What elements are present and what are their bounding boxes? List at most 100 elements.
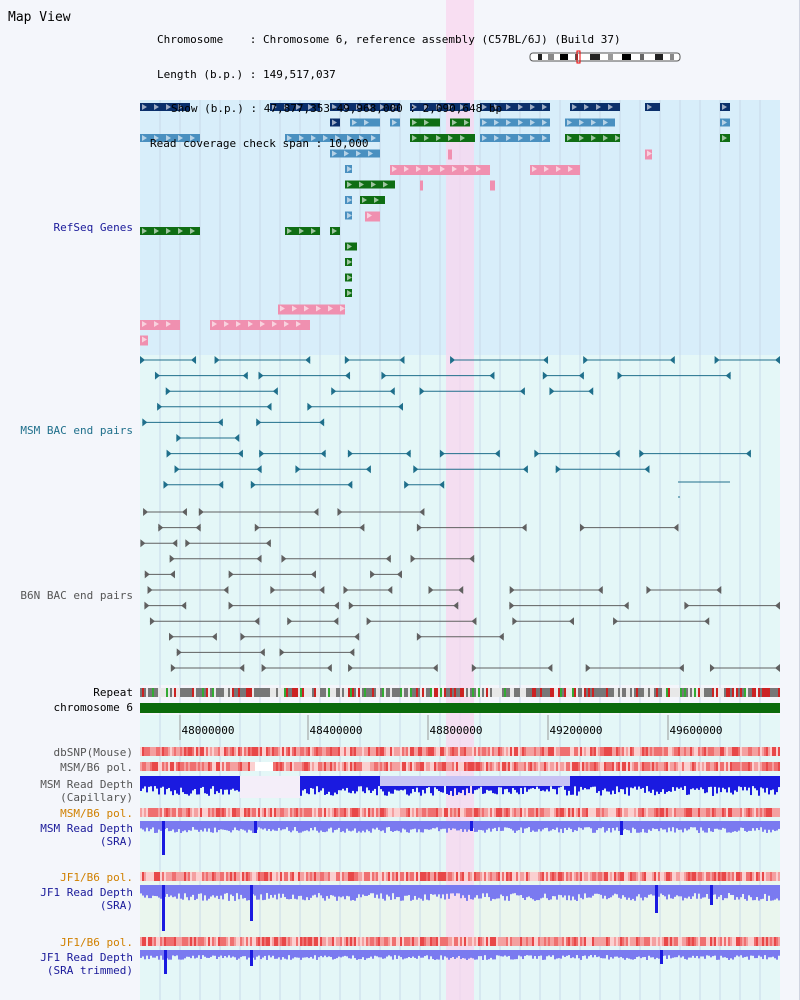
- msm-bac-pair-end: [397, 402, 403, 411]
- jf1-trimmed-depth: [608, 950, 610, 960]
- repeat-element: [148, 688, 150, 697]
- msm-b6-pol-strip: [194, 762, 196, 771]
- msm-capillary-depth: [730, 776, 732, 793]
- jf1-b6-pol-strip-2: [360, 937, 362, 946]
- repeat-element: [676, 688, 678, 697]
- msm-b6-pol-strip-2: [452, 808, 454, 817]
- jf1-b6-pol-strip: [456, 872, 458, 881]
- msm-sra-depth: [456, 821, 458, 831]
- msm-b6-pol-strip-2: [554, 808, 556, 817]
- jf1-trimmed-depth: [486, 950, 488, 960]
- gene-strand-arrow: [347, 181, 352, 188]
- gene-strand-arrow: [460, 135, 465, 141]
- repeat-element: [444, 688, 446, 697]
- repeat-element: [178, 688, 180, 697]
- gene-strand-arrow: [530, 135, 535, 141]
- msm-b6-pol-strip-2: [542, 808, 544, 817]
- msm-capillary-depth: [724, 776, 726, 790]
- jf1-b6-pol-strip-2: [756, 937, 758, 946]
- msm-bac-pair-end: [259, 449, 265, 458]
- jf1-trimmed-depth: [772, 950, 774, 957]
- gene-strand-arrow: [311, 228, 316, 234]
- jf1-sra-depth: [280, 885, 282, 898]
- msm-sra-depth: [342, 821, 344, 832]
- jf1-sra-depth: [302, 885, 304, 900]
- jf1-b6-pol-strip: [432, 872, 434, 881]
- msm-capillary-depth: [646, 776, 648, 787]
- dbsnp-strip: [510, 747, 512, 756]
- repeat-element: [258, 688, 260, 697]
- jf1-sra-depth: [466, 885, 468, 901]
- msm-bac-pair-end: [344, 356, 350, 364]
- msm-b6-pol-strip-2: [530, 808, 532, 817]
- jf1-sra-depth: [504, 885, 506, 901]
- msm-capillary-depth: [376, 776, 378, 796]
- jf1-trimmed-depth: [704, 950, 706, 959]
- jf1-b6-pol-strip-2: [518, 937, 520, 946]
- jf1-b6-pol-strip-2: [740, 937, 742, 946]
- repeat-element: [560, 688, 562, 697]
- dbsnp-strip: [522, 747, 524, 756]
- gene-strand-arrow: [494, 119, 499, 126]
- msm-sra-depth: [370, 821, 372, 833]
- jf1-trimmed-depth: [412, 950, 414, 957]
- msm-capillary-depth: [336, 776, 338, 795]
- repeat-element: [382, 688, 384, 697]
- jf1-sra-depth: [422, 885, 424, 901]
- msm-bac-pair-end: [639, 449, 645, 458]
- dbsnp-strip: [776, 747, 778, 756]
- jf1-sra-depth: [568, 885, 570, 896]
- msm-b6-pol-strip-2: [284, 808, 286, 817]
- dbsnp-strip: [382, 747, 384, 756]
- msm-capillary-depth: [202, 776, 204, 787]
- jf1-trimmed-depth: [230, 950, 232, 958]
- msm-sra-depth: [180, 821, 182, 833]
- jf1-sra-depth: [424, 885, 426, 895]
- jf1-sra-depth: [622, 885, 624, 896]
- msm-b6-pol-strip-2: [272, 808, 274, 817]
- dbsnp-strip: [634, 747, 636, 756]
- msm-b6-pol-strip-2: [556, 808, 558, 817]
- dbsnp-strip: [532, 747, 534, 756]
- msm-b6-pol-strip-2: [202, 808, 204, 817]
- msm-sra-depth: [538, 821, 540, 830]
- msm-b6-pol-strip: [236, 762, 238, 771]
- refseq-gene: [480, 134, 550, 142]
- dbsnp-strip: [726, 747, 728, 756]
- repeat-element: [176, 688, 178, 697]
- jf1-b6-pol-strip-2: [638, 937, 640, 946]
- jf1-b6-pol-strip: [488, 872, 490, 881]
- jf1-b6-pol-strip-2: [472, 937, 474, 946]
- msm-sra-depth: [712, 821, 714, 832]
- repeat-element: [590, 688, 592, 697]
- jf1-b6-pol-strip-2: [750, 937, 752, 946]
- jf1-sra-depth: [338, 885, 340, 897]
- msm-sra-depth: [764, 821, 766, 830]
- msm-sra-depth: [462, 821, 464, 832]
- jf1-b6-pol-strip-2: [454, 937, 456, 946]
- dbsnp-strip: [236, 747, 238, 756]
- jf1-trimmed-depth: [270, 950, 272, 958]
- jf1-b6-pol-strip-2: [190, 937, 192, 946]
- msm-bac-pair-end: [413, 465, 419, 474]
- msm-b6-pol-strip-2: [192, 808, 194, 817]
- jf1-b6-pol-strip-2: [718, 937, 720, 946]
- msm-b6-pol-strip: [716, 762, 718, 771]
- jf1-trimmed-depth: [286, 950, 288, 960]
- gene-strand-arrow: [142, 336, 147, 343]
- dbsnp-strip: [732, 747, 734, 756]
- gene-strand-arrow: [304, 305, 309, 312]
- jf1-b6-pol-strip: [232, 872, 234, 881]
- dbsnp-strip: [460, 747, 462, 756]
- jf1-b6-pol-strip: [538, 872, 540, 881]
- dbsnp-strip: [334, 747, 336, 756]
- msm-b6-pol-strip-2: [662, 808, 664, 817]
- gene-strand-arrow: [412, 104, 417, 110]
- jf1-b6-pol-strip: [756, 872, 758, 881]
- dbsnp-strip: [584, 747, 586, 756]
- repeat-element: [428, 688, 430, 697]
- b6n-bac-pair-end: [509, 601, 515, 610]
- msm-capillary-depth: [608, 776, 610, 792]
- msm-b6-pol-strip-2: [420, 808, 422, 817]
